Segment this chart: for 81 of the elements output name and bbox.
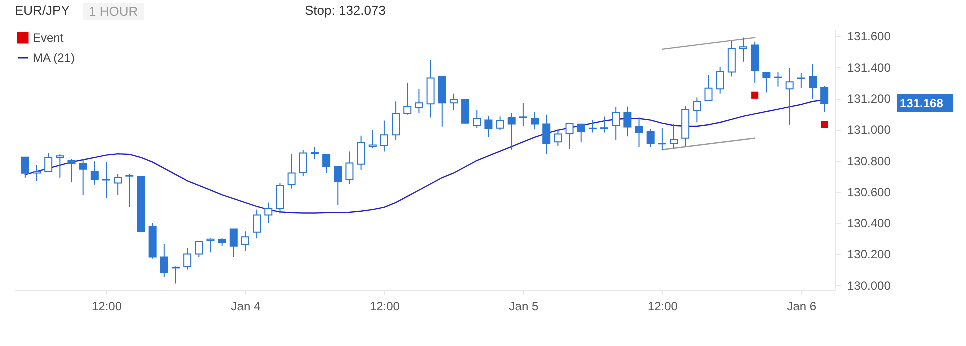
candlestick	[160, 244, 168, 278]
candlestick	[241, 231, 250, 252]
candlestick	[44, 152, 53, 172]
candlestick	[322, 154, 331, 174]
candlestick	[33, 164, 42, 182]
candlestick	[206, 238, 215, 254]
y-tick-label: 130.400	[848, 216, 892, 231]
y-tick-label: 130.000	[848, 278, 892, 293]
y-tick-label: 131.600	[848, 30, 892, 44]
x-tick-label: Jan 6	[787, 300, 817, 314]
candlestick	[566, 122, 574, 150]
y-tick-label: 130.600	[848, 185, 892, 200]
candlestick	[79, 158, 88, 196]
candlestick	[392, 101, 400, 142]
candlestick	[600, 116, 609, 134]
chart-subtitle: 1 HOUR	[83, 3, 144, 20]
candlestick	[531, 112, 540, 130]
candlestick	[820, 86, 829, 114]
candlestick	[670, 124, 678, 149]
candlestick	[704, 74, 713, 102]
text: Stop: 132.073	[305, 3, 386, 18]
candlestick	[612, 106, 620, 142]
candlestick	[693, 97, 702, 124]
candlestick	[102, 162, 110, 199]
candlestick	[114, 174, 122, 196]
chart-title: EUR/JPY	[15, 3, 70, 18]
candlestick	[716, 66, 724, 94]
candlestick	[797, 72, 806, 89]
candlestick	[473, 110, 482, 129]
y-tick-label: 130.800	[848, 154, 892, 168]
candlestick	[624, 106, 632, 138]
candlestick	[346, 151, 354, 185]
candlestick	[450, 93, 458, 111]
x-tick-label: 12:00	[370, 300, 400, 314]
candlestick	[728, 40, 736, 78]
candlestick	[484, 116, 493, 138]
candlestick	[230, 228, 238, 258]
candlestick	[299, 150, 308, 177]
candlestick	[68, 158, 76, 184]
x-tick-label: Jan 4	[231, 300, 261, 314]
candlestick	[56, 154, 64, 178]
candlestick	[462, 100, 470, 125]
x-tick-label: 12:00	[648, 300, 678, 314]
candlestick	[264, 202, 273, 224]
candlestick	[740, 37, 748, 62]
y-tick-label: 131.400	[848, 60, 892, 75]
candlestick	[519, 102, 528, 128]
candlestick	[172, 266, 180, 284]
candlestick	[635, 117, 644, 148]
candlestick	[334, 166, 342, 206]
candlestick	[646, 128, 655, 148]
candlestick	[126, 174, 134, 208]
text: 131.168	[900, 96, 944, 110]
candlestick	[577, 124, 586, 144]
x-tick-label: Jan 5	[509, 300, 539, 314]
candlestick	[508, 112, 516, 150]
candlestick	[368, 130, 377, 149]
candlestick	[554, 129, 562, 146]
candlestick	[496, 116, 504, 131]
y-tick-label: 131.200	[848, 92, 892, 106]
legend-label: MA (21)	[33, 51, 76, 65]
candlestick	[762, 72, 771, 94]
candlestick	[786, 68, 794, 126]
candlestick	[808, 64, 817, 100]
candlestick	[310, 146, 319, 160]
y-tick-label: 130.200	[848, 248, 892, 262]
y-tick-label: 131.000	[848, 123, 892, 138]
candlestick	[404, 82, 412, 116]
candlestick	[90, 161, 99, 186]
candlestick	[276, 182, 284, 214]
candlestick	[253, 209, 262, 240]
candlestick	[357, 135, 366, 170]
x-tick-label: 12:00	[92, 300, 122, 314]
legend-label: Event	[33, 31, 64, 45]
candlestick	[21, 156, 30, 178]
candlestick	[184, 247, 192, 270]
candlestick	[380, 120, 388, 152]
candlestick	[415, 88, 424, 114]
candlestick	[288, 154, 296, 190]
candlestick	[542, 114, 551, 156]
candlestick	[195, 241, 204, 258]
